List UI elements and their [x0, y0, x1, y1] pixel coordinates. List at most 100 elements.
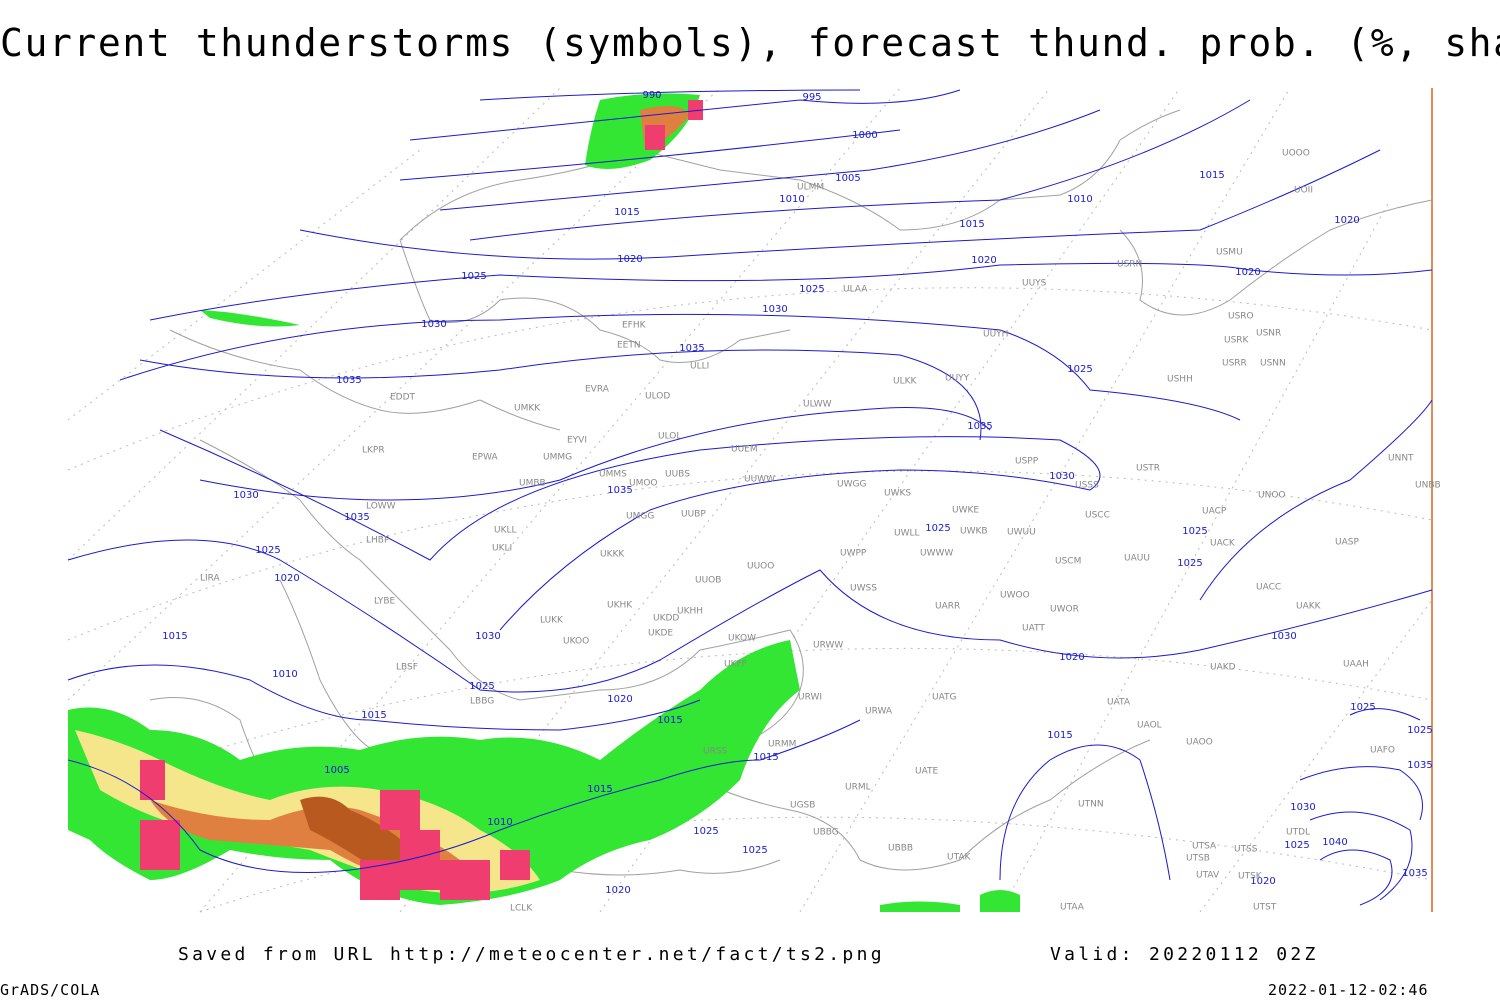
station-label: USNR: [1256, 329, 1281, 339]
station-label: ULKK: [893, 377, 918, 387]
isobar-label: 1010: [487, 817, 512, 828]
station-label: UBBG: [813, 828, 839, 838]
station-label: UATG: [932, 693, 957, 703]
station-label: UATA: [1107, 698, 1131, 708]
station-label: USTR: [1136, 464, 1160, 474]
graticule: [67, 87, 1433, 913]
station-label: UWUU: [1007, 528, 1036, 538]
isobar-label: 1035: [1402, 868, 1427, 879]
station-label: URML: [845, 783, 871, 793]
isobar-label: 1025: [799, 284, 824, 295]
station-label: UMMG: [543, 453, 572, 463]
isobar-label: 1015: [1047, 730, 1072, 741]
isobar-label: 1030: [233, 490, 258, 501]
valid-time: Valid: 20220112 02Z: [1050, 944, 1319, 965]
isobars: [67, 89, 1433, 906]
station-label: LHBP: [366, 536, 390, 546]
isobar-label: 1040: [1322, 837, 1347, 848]
isobar-label: 1030: [1271, 631, 1296, 642]
isobar-label: 1030: [475, 631, 500, 642]
isobar-label: 1010: [779, 194, 804, 205]
station-label: UKOW: [728, 634, 756, 644]
station-label: UKHH: [677, 607, 703, 617]
isobar-label: 1020: [617, 254, 642, 265]
isobar-label: 990: [642, 90, 661, 101]
isobar-label: 1035: [1407, 760, 1432, 771]
isobar-label: 1025: [1350, 702, 1375, 713]
station-label: UMOO: [629, 479, 658, 489]
station-label: UAFO: [1370, 746, 1395, 756]
station-label: UTAK: [947, 853, 972, 863]
station-label: ULMM: [797, 183, 824, 193]
isobar-label: 1005: [324, 765, 349, 776]
station-label: UMBB: [519, 479, 546, 489]
isobar-label: 1035: [607, 485, 632, 496]
station-label: USPP: [1015, 457, 1039, 467]
station-label: UATT: [1022, 624, 1045, 634]
station-label: UNOO: [1258, 491, 1286, 501]
station-label: EVRA: [585, 385, 610, 395]
station-label: ULOD: [645, 392, 670, 402]
isobar-label: 1025: [925, 523, 950, 534]
isobar-label: 1020: [607, 694, 632, 705]
station-label: UMGG: [626, 512, 654, 522]
station-label: ULOL: [658, 432, 681, 442]
station-label: UWGG: [837, 480, 866, 490]
station-label: LOWW: [366, 502, 396, 512]
station-label: UWKB: [960, 527, 988, 537]
isobar-label: 1005: [835, 173, 860, 184]
station-label: UACC: [1256, 583, 1281, 593]
station-label: UKKK: [600, 550, 625, 560]
station-label: UAKK: [1296, 602, 1322, 612]
isobar-label: 1020: [971, 255, 996, 266]
isobar-label: 1030: [1290, 802, 1315, 813]
station-label: URMM: [768, 740, 796, 750]
station-label: URWW: [813, 641, 843, 651]
station-label: URWI: [798, 693, 822, 703]
station-label: UOII: [1294, 186, 1313, 196]
station-label: EETN: [617, 341, 641, 351]
station-label: UKDE: [648, 629, 673, 639]
isobar-label: 1020: [1235, 267, 1260, 278]
station-label: USHH: [1167, 375, 1193, 385]
station-label: UAOO: [1186, 738, 1213, 748]
station-label: USRK: [1224, 336, 1250, 346]
isobar-label: 1025: [1182, 526, 1207, 537]
station-label: UTSS: [1234, 845, 1258, 855]
isobar-label: 1025: [1284, 840, 1309, 851]
station-label: USRR: [1222, 359, 1247, 369]
station-label: EFHK: [622, 321, 647, 331]
isobar-label: 1015: [753, 752, 778, 763]
station-label: EPWA: [472, 453, 499, 463]
station-label: USRO: [1228, 312, 1254, 322]
isobar-label: 1035: [679, 343, 704, 354]
station-label: UMKK: [514, 404, 541, 414]
isobar-label: 1020: [274, 573, 299, 584]
station-label: UOOO: [1282, 149, 1310, 159]
station-label: UWWW: [920, 549, 953, 559]
station-label: UNNT: [1388, 454, 1414, 464]
station-label: UWOO: [1000, 591, 1030, 601]
station-label: UASP: [1335, 538, 1359, 548]
isobar-label: 1015: [614, 207, 639, 218]
station-label: UAKD: [1210, 663, 1236, 673]
station-label: URWA: [865, 707, 893, 717]
isobar-label: 1025: [1177, 558, 1202, 569]
station-label: UATE: [915, 767, 939, 777]
station-label: UTAA: [1060, 903, 1085, 913]
station-label: UKLL: [494, 526, 517, 536]
station-label: UUEM: [731, 445, 758, 455]
isobar-label: 1020: [1059, 652, 1084, 663]
station-label: URSS: [703, 747, 728, 757]
station-label: UKOO: [563, 637, 589, 647]
station-label: UWPP: [840, 549, 867, 559]
station-label: UUYS: [1022, 279, 1047, 289]
station-label: UUBS: [665, 470, 690, 480]
isobar-label: 1010: [272, 669, 297, 680]
isobar-label: 1025: [461, 271, 486, 282]
isobar-label: 1025: [742, 845, 767, 856]
isobar-label: 1015: [162, 631, 187, 642]
isobar-label: 1030: [762, 304, 787, 315]
isobar-label: 1025: [1067, 364, 1092, 375]
station-label: LUKK: [540, 616, 564, 626]
